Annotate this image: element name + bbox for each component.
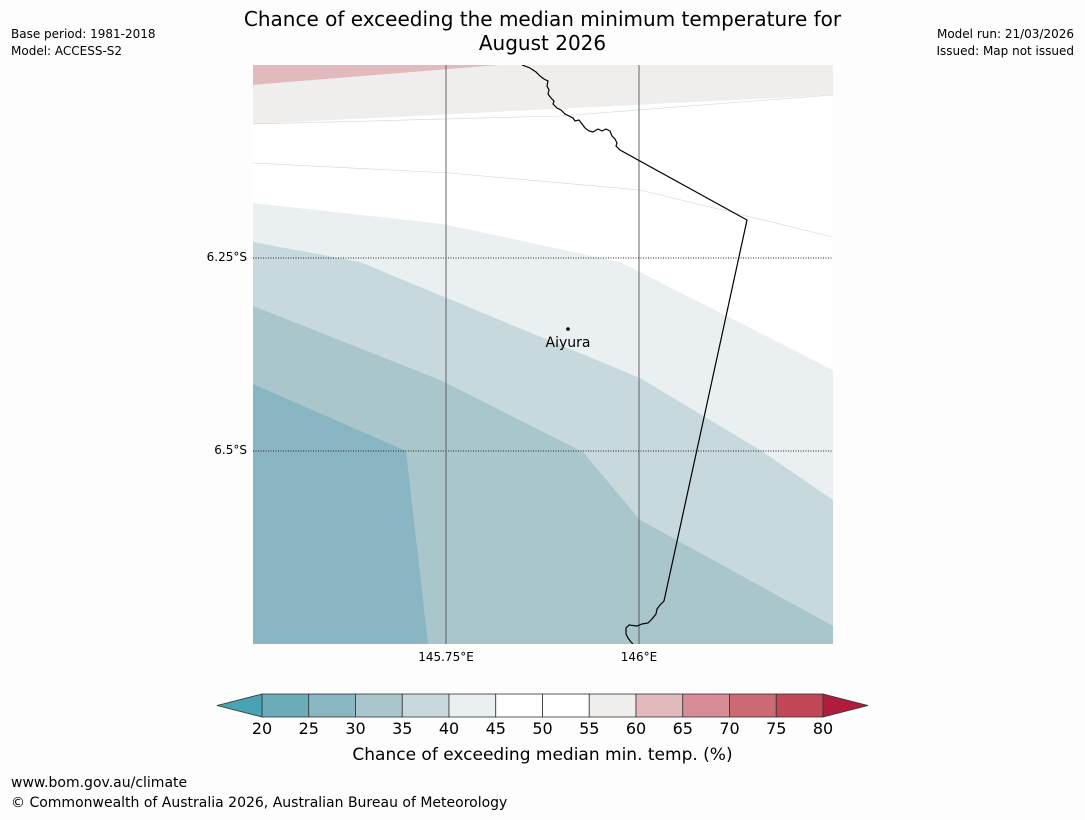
colorbar-tick-65: 65 [672, 719, 693, 738]
base-period: Base period: 1981-2018 [11, 27, 156, 41]
colorbar-segment-55-60 [588, 693, 637, 718]
colorbar-segment-25-30 [308, 693, 356, 718]
colorbar-segment-70-75 [729, 693, 777, 718]
colorbar-tick-80: 80 [812, 719, 834, 738]
city-marker-aiyura [566, 327, 570, 331]
colorbar-tick-45: 45 [485, 719, 506, 738]
meta-left: Base period: 1981-2018 Model: ACCESS-S2 [11, 26, 156, 60]
lon-label-145-75: 145.75°E [418, 650, 474, 664]
contour-line-55 [253, 94, 833, 125]
colorbar-tick-20: 20 [251, 719, 273, 738]
title-line-2: August 2026 [478, 31, 607, 55]
lat-label-6-25: 6.25°S [206, 250, 247, 264]
city-label-aiyura: Aiyura [545, 335, 591, 351]
contour-line-50 [253, 162, 833, 238]
colorbar-tick-35: 35 [392, 719, 413, 738]
colorbar-segment-50-55 [542, 693, 590, 718]
band-25-30 [253, 384, 428, 644]
colorbar-tick-60: 60 [625, 719, 647, 738]
colorbar-segment-45-50 [495, 693, 543, 718]
colorbar-segment-20-25 [261, 693, 310, 718]
colorbar-over-arrow [822, 693, 869, 718]
lat-label-6-5: 6.5°S [214, 443, 247, 457]
colorbar-tick-50: 50 [532, 719, 553, 738]
colorbar-tick-30: 30 [345, 719, 366, 738]
title-line-1: Chance of exceeding the median minimum t… [243, 7, 842, 31]
model-run: Model run: 21/03/2026 [936, 27, 1074, 41]
colorbar-tick-40: 40 [438, 719, 460, 738]
map-title: Chance of exceeding the median minimum t… [200, 7, 885, 55]
colorbar-tick-55: 55 [579, 719, 600, 738]
colorbar-tick-75: 75 [766, 719, 787, 738]
model-name: Model: ACCESS-S2 [11, 44, 123, 58]
colorbar-label: Chance of exceeding median min. temp. (%… [352, 745, 733, 765]
colorbar-segment-40-45 [448, 693, 497, 718]
band-55-60 [253, 65, 833, 124]
colorbar-under-arrow [216, 693, 263, 718]
colorbar-segment-65-70 [682, 693, 730, 718]
province-boundary [521, 65, 748, 644]
colorbar-segment-35-40 [401, 693, 450, 718]
colorbar-segments [216, 693, 869, 718]
colorbar-segment-30-35 [355, 693, 403, 718]
lon-label-146: 146°E [620, 650, 658, 664]
footer-copyright: © Commonwealth of Australia 2026, Austra… [11, 795, 508, 811]
issued-status: Issued: Map not issued [936, 44, 1074, 58]
colorbar-tick-25: 25 [298, 719, 319, 738]
colorbar-segment-75-80 [775, 693, 824, 718]
meta-right: Model run: 21/03/2026 Issued: Map not is… [936, 26, 1074, 60]
colorbar-tick-70: 70 [719, 719, 740, 738]
colorbar-segment-60-65 [635, 693, 684, 718]
footer-url[interactable]: www.bom.gov.au/climate [11, 775, 188, 791]
